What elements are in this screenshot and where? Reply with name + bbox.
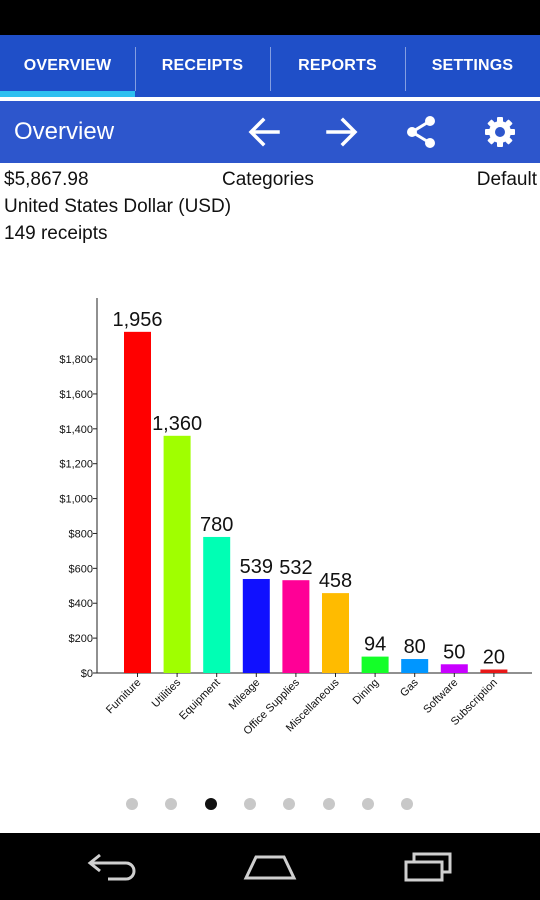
tab-reports[interactable]: REPORTS: [270, 35, 405, 97]
page-dot[interactable]: [126, 798, 138, 810]
bar-value-label: 94: [364, 634, 386, 656]
bar-value-label: 50: [443, 641, 465, 663]
category-label: Mileage: [227, 677, 263, 713]
page-dot[interactable]: [401, 798, 414, 810]
page-title: Overview: [14, 118, 115, 145]
bar[interactable]: [242, 578, 270, 673]
receipt-count: 149 receipts: [4, 223, 108, 244]
y-tick-label: $1,800: [59, 354, 93, 366]
page-dot[interactable]: [283, 798, 296, 810]
bar-value-label: 20: [483, 647, 505, 669]
category-label: Utilities: [150, 676, 184, 710]
tab-overview[interactable]: OVERVIEW: [0, 35, 135, 97]
bar-value-label: 532: [279, 557, 312, 579]
category-label: Software: [421, 677, 460, 716]
y-tick-label: $1,600: [59, 389, 93, 401]
bar[interactable]: [322, 593, 349, 673]
grouping-selector[interactable]: Categories: [222, 169, 314, 190]
tab-bar: OVERVIEW RECEIPTS REPORTS SETTINGS: [0, 35, 540, 97]
bar[interactable]: [203, 536, 231, 673]
bar-value-label: 780: [200, 514, 233, 536]
recent-apps-icon[interactable]: [398, 847, 458, 887]
y-tick-label: $600: [69, 563, 93, 575]
tab-receipts[interactable]: RECEIPTS: [135, 35, 270, 97]
category-bar-chart: $0 $200 $400 $600 $800 $1,000 $1,200 $1,400 $1,6…: [59, 298, 532, 737]
page-dot[interactable]: [322, 798, 335, 810]
home-icon[interactable]: [240, 847, 300, 887]
bar[interactable]: [361, 656, 389, 673]
page-dot[interactable]: [361, 798, 374, 810]
page-indicator: [0, 794, 540, 814]
category-label: Furniture: [104, 677, 144, 717]
arrow-left-icon[interactable]: [242, 110, 286, 154]
back-icon[interactable]: [82, 847, 142, 887]
y-tick-label: $0: [81, 668, 93, 680]
category-label: Dining: [351, 677, 382, 708]
bar[interactable]: [124, 331, 151, 673]
y-tick-label: $1,200: [59, 459, 93, 471]
y-tick-label: $800: [69, 528, 93, 540]
currency-label: United States Dollar (USD): [4, 196, 232, 217]
y-tick-label: $1,400: [59, 424, 93, 436]
category-label: Equipment: [177, 677, 223, 723]
overview-content: $5,867.98 Categories Default United Stat…: [0, 163, 540, 833]
bar[interactable]: [480, 669, 508, 673]
tab-settings[interactable]: SETTINGS: [405, 35, 540, 97]
category-label: Gas: [398, 676, 421, 699]
status-bar: [0, 0, 540, 35]
y-tick-label: $400: [69, 598, 93, 610]
page-dot[interactable]: [165, 798, 178, 810]
bar[interactable]: [163, 435, 191, 673]
y-tick-label: $1,000: [59, 494, 93, 506]
navigation-bar: [0, 833, 540, 900]
action-bar: Overview: [0, 101, 540, 163]
bar[interactable]: [401, 659, 429, 673]
gear-icon[interactable]: [478, 110, 522, 154]
arrow-right-icon[interactable]: [320, 110, 364, 154]
bar-value-label: 458: [319, 570, 352, 592]
bar[interactable]: [282, 580, 310, 673]
y-tick-label: $200: [69, 633, 93, 645]
profile-selector[interactable]: Default: [476, 169, 537, 190]
bar-value-label: 1,360: [152, 413, 202, 435]
bar-value-label: 1,956: [112, 309, 162, 331]
share-icon[interactable]: [399, 110, 443, 154]
bar-value-label: 539: [240, 556, 273, 578]
tab-divider: [0, 97, 540, 101]
page-dot[interactable]: [243, 798, 256, 810]
total-amount: $5,867.98: [4, 169, 89, 190]
bar-value-label: 80: [404, 636, 426, 658]
page-dot[interactable]: [204, 798, 217, 810]
bar[interactable]: [440, 664, 468, 673]
